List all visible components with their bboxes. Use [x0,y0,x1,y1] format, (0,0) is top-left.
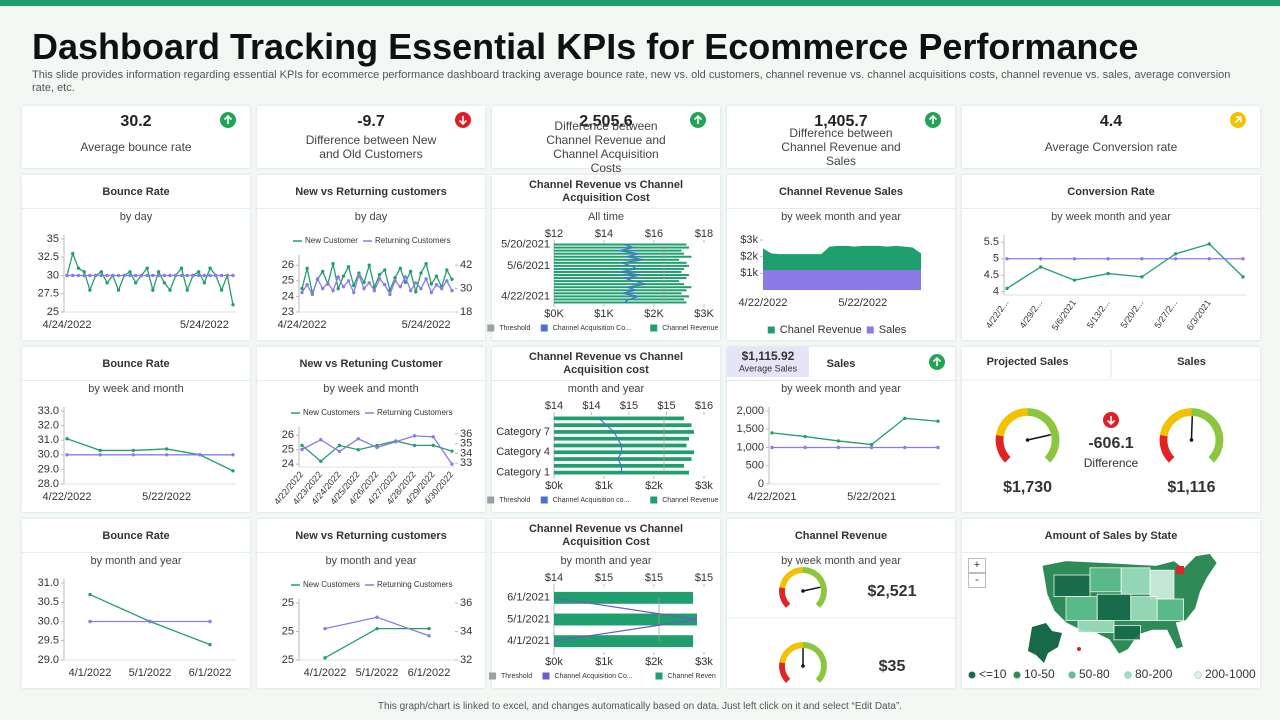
zoom-button[interactable]: - [968,573,986,588]
chart-title: Amount of Sales by State [1044,529,1178,542]
chart-subtitle: by day [119,211,153,223]
chart-card: New vs Returning customers by day [257,175,485,340]
kpi-card: 1,405.7 Difference between Channel Revenu… [727,106,955,168]
chart-card: Amount of Sales by State [962,519,1260,688]
title-rule [962,552,1260,553]
chart-card: Channel Revenue vs Channel Acquisition C… [492,519,720,688]
title-rule [492,208,720,209]
kpi-card: 4.4 Average Conversion rate [962,106,1260,168]
chart-card: Channel Revenue vs Channel Acquisition C… [492,175,720,340]
chart-card: Bounce Rate by day [22,175,250,340]
kpi-label: Average bounce rate [80,140,192,154]
zoom-button[interactable]: + [968,558,986,573]
title-rule [962,208,1260,209]
top-bar [0,0,1280,6]
title-rule [492,380,720,381]
chart-subtitle: by day [354,211,388,223]
title-rule [22,552,250,553]
title-rule [22,380,250,381]
chart-subtitle: month and year [567,383,645,395]
page-title: Dashboard Tracking Essential KPIs for Ec… [32,26,1139,67]
kpi-card: -9.7 Difference between New and Old Custo… [257,106,485,168]
footer-note: This graph/chart is linked to excel, and… [377,701,903,712]
chart-subtitle: by week month and year [1051,211,1171,223]
chart-title: Bounce Rate [102,357,170,370]
chart-card: Sales by week month and year [727,347,955,512]
chart-title: New vs Returning customers [295,529,447,542]
chart-card [962,347,1260,512]
chart-title: Channel Revenue vs Channel Acquisition C… [528,523,684,548]
kpi-label: Difference between Channel Revenue and C… [546,119,666,175]
chart-subtitle: by month and year [90,555,182,567]
chart-title: Channel Revenue vs Channel Acquisition c… [528,351,684,376]
chart-title: New vs Returning customers [295,185,447,198]
title-rule [257,552,485,553]
chart-subtitle: by week and month [88,383,184,395]
kpi-value: 1,405.7 [814,113,868,130]
title-rule [727,380,955,381]
chart-card: Channel Revenue vs Channel Acquisition c… [492,347,720,512]
chart-title: Sales [826,357,856,370]
kpi-value: 2,505.6 [579,113,633,130]
title-rule [257,380,485,381]
chart-title: Conversion Rate [1067,185,1155,198]
title-rule [727,208,955,209]
chart-card: Channel Revenue by week month and year [727,519,955,688]
title-rule [257,208,485,209]
chart-subtitle: by month and year [560,555,652,567]
title-rule [727,552,955,553]
chart-card: New vs Returning customers by month and y… [257,519,485,688]
title-rule [492,552,720,553]
chart-title: Bounce Rate [102,185,170,198]
chart-card: Conversion Rate by week month and year [962,175,1260,340]
chart-card: Bounce Rate by week and month [22,347,250,512]
kpi-card: 2,505.6 Difference between Channel Revenu… [492,106,720,175]
chart-title: Bounce Rate [102,529,170,542]
chart-subtitle: by week month and year [781,555,901,567]
chart-title: New vs Retuning Customer [299,357,443,370]
chart-title: Channel Revenue [794,529,888,542]
kpi-label: Difference between Channel Revenue and S… [781,126,901,168]
page-subtitle: This slide provides information regardin… [32,69,1231,94]
kpi-value: 30.2 [120,113,152,130]
kpi-label: Difference between New and Old Customers [305,133,437,161]
kpi-label: Average Conversion rate [1044,140,1178,154]
kpi-card: 30.2 Average bounce rate [22,106,250,168]
chart-title: Channel Revenue Sales [778,185,904,198]
chart-subtitle: by week month and year [781,211,901,223]
chart-card: Bounce Rate by month and year [22,519,250,688]
chart-subtitle: by month and year [325,555,417,567]
chart-subtitle: by week and month [323,383,419,395]
chart-subtitle: All time [587,211,625,223]
chart-card: New vs Retuning Customer by week and mont… [257,347,485,512]
kpi-value: 4.4 [1099,113,1123,130]
kpi-value: -9.7 [357,113,385,130]
chart-title: Channel Revenue vs Channel Acquisition C… [528,179,684,204]
title-rule [22,208,250,209]
chart-card: Channel Revenue Sales by week month and y… [727,175,955,340]
chart-subtitle: by week month and year [781,383,901,395]
